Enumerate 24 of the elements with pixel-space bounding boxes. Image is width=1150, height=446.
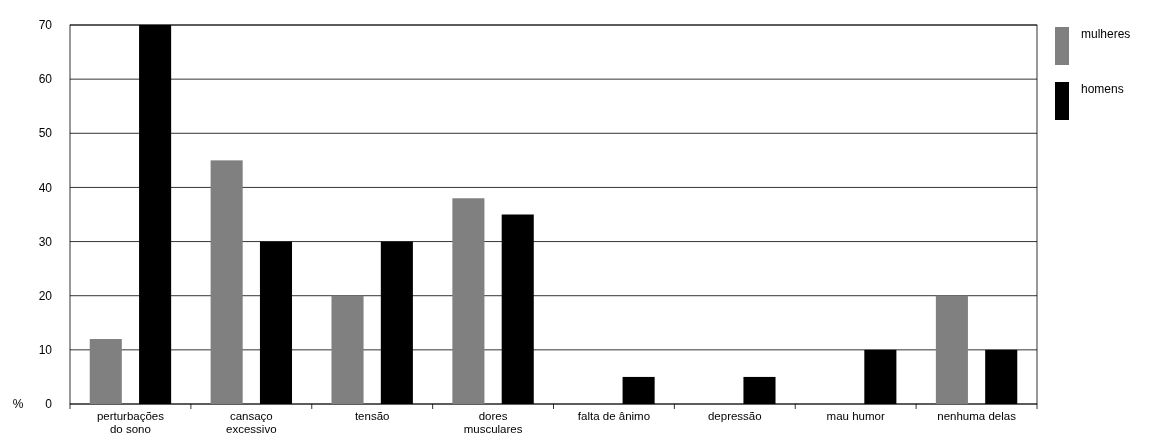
- y-tick-label: 40: [38, 180, 53, 195]
- x-tick-label: dores musculares: [463, 410, 523, 435]
- bar: [89, 339, 122, 404]
- x-tick-label: mau humor: [826, 410, 885, 422]
- y-tick-label: 10: [38, 343, 53, 358]
- bar: [935, 295, 968, 404]
- y-tick-label: 60: [38, 72, 53, 87]
- y-axis-title: %: [12, 397, 24, 412]
- y-tick-label: 20: [38, 288, 53, 303]
- x-tick-label: perturbações do sono: [96, 410, 165, 435]
- text: homens: [1081, 82, 1124, 97]
- bar: [331, 295, 364, 404]
- y-tick-label: 30: [38, 234, 53, 249]
- text: mulheres: [1081, 27, 1131, 42]
- y-tick-label: 50: [38, 126, 53, 141]
- bar: [452, 198, 485, 404]
- y-tick-label: 0: [45, 397, 53, 412]
- x-tick-label: tensão: [354, 410, 390, 422]
- x-tick-label: cansaço excessivo: [226, 410, 277, 435]
- x-tick-label: falta de ânimo: [577, 410, 651, 422]
- y-tick-label: 70: [38, 18, 53, 33]
- x-tick-label: nenhuma delas: [937, 410, 1017, 422]
- x-tick-label: depressão: [707, 410, 762, 422]
- bar: [210, 160, 243, 404]
